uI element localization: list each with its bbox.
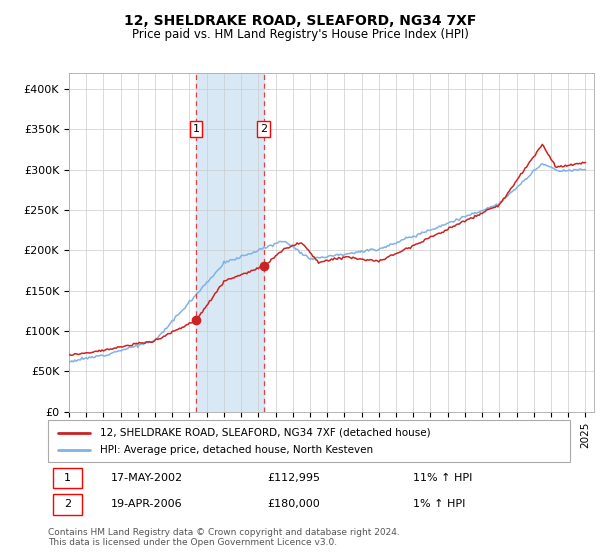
Text: 1% ↑ HPI: 1% ↑ HPI [413,500,466,510]
Text: 19-APR-2006: 19-APR-2006 [110,500,182,510]
Text: Contains HM Land Registry data © Crown copyright and database right 2024.
This d: Contains HM Land Registry data © Crown c… [48,528,400,547]
Text: 1: 1 [64,473,71,483]
Text: 17-MAY-2002: 17-MAY-2002 [110,473,183,483]
Text: £180,000: £180,000 [267,500,320,510]
Bar [196,73,263,412]
Bar [53,468,82,488]
Text: HPI: Average price, detached house, North Kesteven: HPI: Average price, detached house, Nort… [100,445,373,455]
Text: 2: 2 [260,124,267,134]
Text: £112,995: £112,995 [267,473,320,483]
Text: 12, SHELDRAKE ROAD, SLEAFORD, NG34 7XF (detached house): 12, SHELDRAKE ROAD, SLEAFORD, NG34 7XF (… [100,428,431,437]
Text: 2: 2 [64,500,71,510]
Text: 11% ↑ HPI: 11% ↑ HPI [413,473,473,483]
Text: Price paid vs. HM Land Registry's House Price Index (HPI): Price paid vs. HM Land Registry's House … [131,28,469,41]
Text: 12, SHELDRAKE ROAD, SLEAFORD, NG34 7XF: 12, SHELDRAKE ROAD, SLEAFORD, NG34 7XF [124,14,476,28]
Bar [53,494,82,515]
Text: 1: 1 [193,124,200,134]
